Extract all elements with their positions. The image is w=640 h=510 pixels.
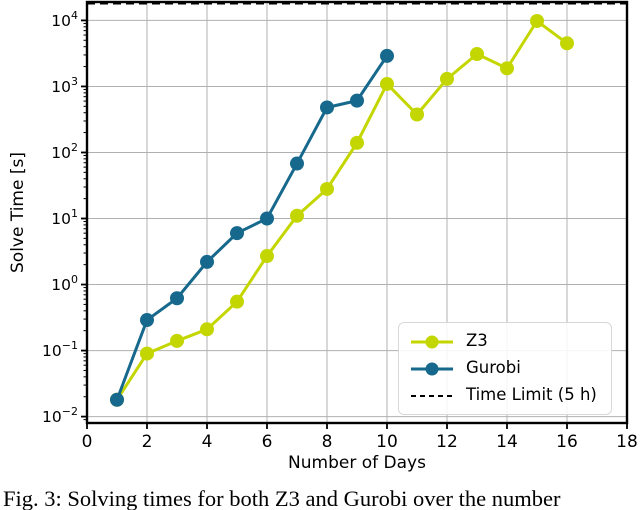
z3-legend-marker <box>425 335 439 348</box>
gurobi-marker <box>110 392 124 407</box>
z3-marker <box>260 249 274 264</box>
x-tick-label: 0 <box>82 432 93 452</box>
x-tick-label: 12 <box>436 432 458 452</box>
gridlines <box>86 2 628 423</box>
y-tick-label: 102 <box>51 141 78 162</box>
gurobi-line <box>115 55 389 401</box>
y-tick-label: 103 <box>51 75 78 96</box>
z3-marker <box>500 61 514 76</box>
z3-marker <box>410 107 424 122</box>
y-tick-label: 100 <box>51 273 78 294</box>
axes-spines <box>85 0 629 425</box>
z3-marker <box>380 76 394 91</box>
x-axis-label: Number of Days <box>288 453 426 473</box>
gurobi-series <box>110 48 394 407</box>
legend-item-gurobi: Gurobi <box>409 360 601 377</box>
y-tick-label: 10−1 <box>42 339 78 360</box>
x-tick-label: 16 <box>556 432 578 452</box>
x-tick-label: 18 <box>616 432 638 452</box>
z3-marker <box>470 46 484 61</box>
legend-item-time-limit: Time Limit (5 h) <box>409 387 601 404</box>
z3-marker <box>440 71 454 86</box>
z3-marker <box>140 346 154 361</box>
legend-item-label: Gurobi <box>466 358 521 378</box>
gurobi-legend-marker <box>425 362 439 375</box>
gurobi-marker <box>320 100 334 115</box>
x-tick-label: 4 <box>202 432 213 452</box>
y-tick-labels: 10−2 10−1 100 101 102 103 104 <box>42 9 78 426</box>
z3-legend-sample-icon <box>411 335 453 348</box>
z3-line <box>115 18 568 401</box>
time-limit-legend-sample-icon <box>411 394 453 397</box>
solve-time-chart: 0 2 4 6 8 10 12 14 16 18 10−2 10−1 100 101 102 103 104 <box>42 0 638 452</box>
gurobi-marker <box>290 156 304 171</box>
chart-legend: Z3 Gurobi Time Limit (5 h) <box>398 322 612 415</box>
y-axis-label: Solve Time [s] <box>8 152 28 273</box>
y-tick-label: 104 <box>51 9 78 30</box>
gurobi-marker <box>350 93 364 108</box>
legend-item-label: Z3 <box>466 331 488 351</box>
y-tick-label: 101 <box>51 207 78 228</box>
legend-item-label: Time Limit (5 h) <box>466 385 597 405</box>
gurobi-marker <box>380 48 394 63</box>
z3-marker <box>200 322 214 337</box>
z3-marker <box>530 13 544 28</box>
z3-marker <box>290 208 304 223</box>
z3-marker <box>350 135 364 150</box>
z3-series <box>110 13 574 407</box>
gurobi-marker <box>230 226 244 241</box>
x-tick-label: 2 <box>142 432 153 452</box>
z3-marker <box>170 333 184 348</box>
x-tick-labels: 0 2 4 6 8 10 12 14 16 18 <box>82 432 638 452</box>
gurobi-marker <box>260 211 274 226</box>
z3-marker <box>560 36 574 51</box>
z3-marker <box>230 294 244 309</box>
x-tick-label: 10 <box>376 432 398 452</box>
x-tick-label: 6 <box>262 432 273 452</box>
x-tick-label: 8 <box>322 432 333 452</box>
gurobi-marker <box>140 313 154 328</box>
z3-marker <box>320 181 334 196</box>
gurobi-legend-sample-icon <box>411 362 453 375</box>
x-tick-label: 14 <box>496 432 518 452</box>
y-tick-label: 10−2 <box>42 405 78 426</box>
legend-item-z3: Z3 <box>409 333 601 350</box>
gurobi-marker <box>200 254 214 269</box>
gurobi-marker <box>170 291 184 306</box>
figure-caption: Fig. 3: Solving times for both Z3 and Gu… <box>3 486 561 510</box>
